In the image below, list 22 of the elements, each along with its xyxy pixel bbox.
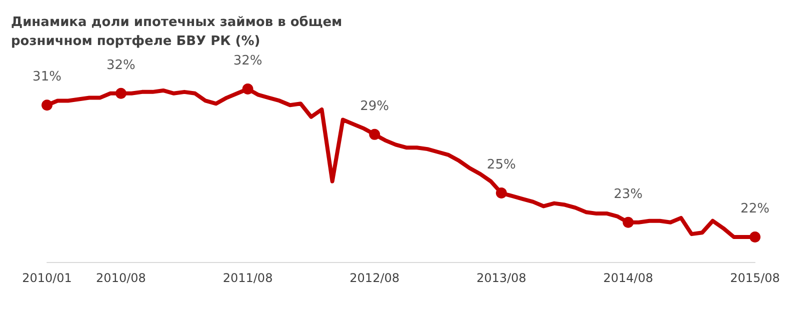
- point: [115, 88, 126, 99]
- x-tick-label: 2015/08: [730, 271, 780, 285]
- x-tick-label: 2011/08: [222, 271, 273, 285]
- data-label: 32%: [106, 58, 136, 73]
- x-tick-label: 2010/08: [96, 271, 146, 285]
- x-tick-label: 2010/01: [22, 271, 72, 285]
- data-label: 25%: [486, 158, 516, 173]
- data-label: 31%: [32, 70, 62, 85]
- point: [750, 232, 760, 242]
- point: [496, 188, 507, 199]
- point: [42, 100, 52, 111]
- data-label: 29%: [360, 98, 390, 114]
- point: [369, 128, 380, 140]
- x-tick-label: 2013/08: [476, 271, 526, 285]
- data-label: 23%: [614, 186, 643, 202]
- data-label: 32%: [233, 54, 262, 68]
- x-tick-label: 2014/08: [603, 271, 654, 285]
- chart-title: Динамика доли ипотечных займов в общем розничном портфеле БВУ РК (%): [11, 15, 347, 49]
- data-label: 22%: [740, 202, 770, 216]
- point: [622, 216, 634, 228]
- x-tick-label: 2012/08: [350, 271, 400, 285]
- point: [242, 84, 254, 94]
